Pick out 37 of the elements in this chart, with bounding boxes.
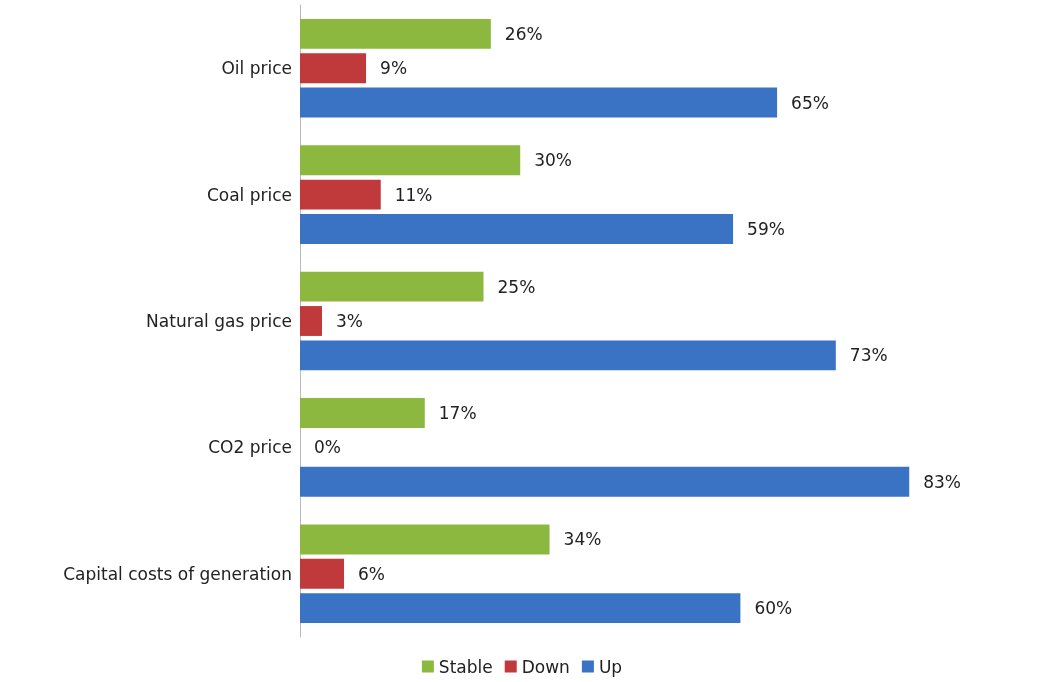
bar bbox=[300, 340, 836, 371]
y-tick-label: Coal price bbox=[206, 184, 292, 205]
data-label: 9% bbox=[380, 58, 408, 79]
data-label: 11% bbox=[394, 184, 433, 205]
data-label: 6% bbox=[358, 563, 386, 584]
data-label: 17% bbox=[438, 403, 477, 424]
bar bbox=[300, 18, 491, 49]
legend-label: Stable bbox=[438, 656, 493, 677]
data-label: 0% bbox=[314, 437, 341, 458]
bar bbox=[300, 398, 425, 428]
bar bbox=[300, 214, 734, 244]
y-tick-label: CO2 price bbox=[208, 437, 292, 458]
bar bbox=[300, 524, 550, 555]
bar bbox=[300, 593, 741, 624]
data-label: 26% bbox=[504, 23, 543, 44]
data-label: 83% bbox=[923, 471, 962, 492]
legend-label: Down bbox=[521, 656, 570, 677]
y-tick-label: Natural gas price bbox=[146, 311, 292, 331]
bar bbox=[300, 53, 367, 84]
data-label: 59% bbox=[747, 218, 785, 239]
data-label: 34% bbox=[563, 529, 602, 550]
bar bbox=[300, 271, 484, 302]
y-tick-label: Capital costs of generation bbox=[63, 563, 292, 584]
data-label: 3% bbox=[336, 311, 363, 331]
bar bbox=[300, 466, 910, 497]
bar bbox=[300, 558, 345, 589]
data-label: 30% bbox=[534, 150, 572, 171]
bar bbox=[300, 306, 323, 336]
data-label: 25% bbox=[497, 276, 536, 297]
legend-label: Up bbox=[598, 656, 623, 677]
data-label: 73% bbox=[849, 345, 888, 366]
bar bbox=[300, 145, 521, 176]
y-tick-label: Oil price bbox=[221, 58, 292, 79]
bar bbox=[300, 87, 778, 118]
data-label: 60% bbox=[754, 598, 793, 619]
bar bbox=[300, 179, 381, 210]
data-label: 65% bbox=[791, 92, 829, 113]
